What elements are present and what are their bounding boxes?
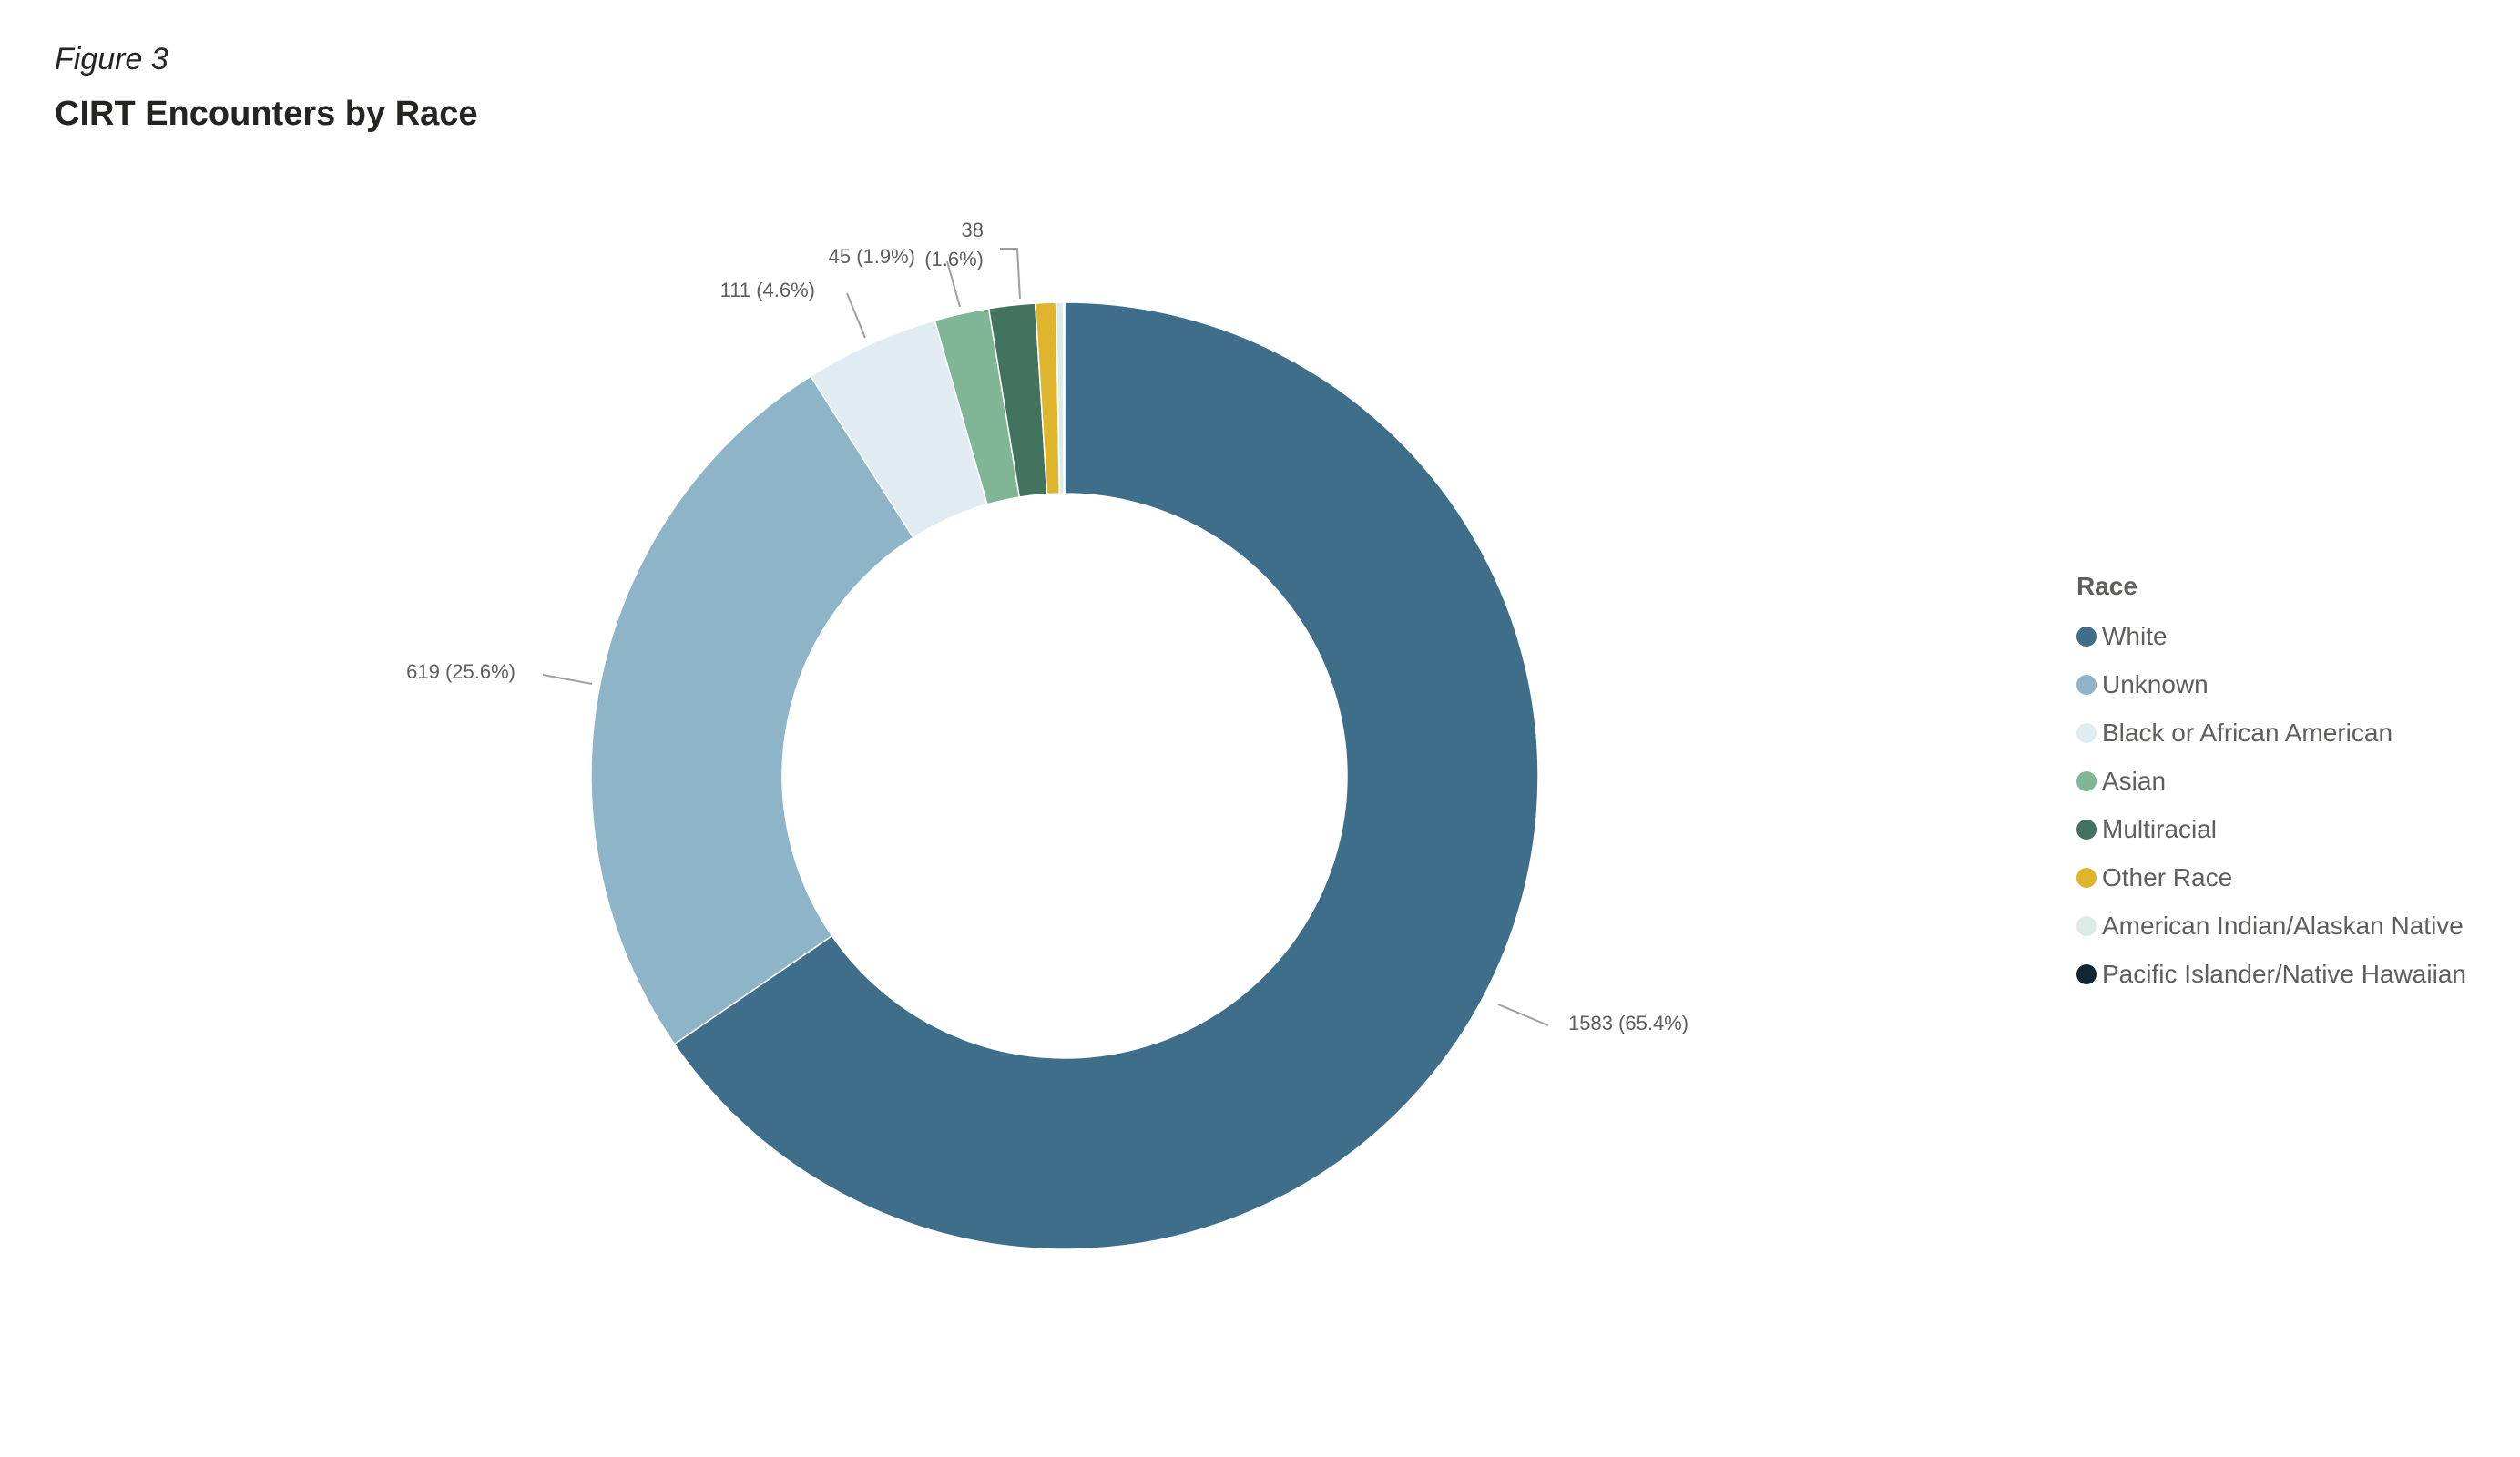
data-label-multiracial: 38 [962,219,984,241]
legend-swatch-icon [2076,770,2097,791]
slice-white[interactable] [673,301,1539,1250]
leader-multiracial [1000,248,1021,300]
legend-label: Unknown [2102,669,2209,698]
legend-item-black-or-african-american[interactable]: Black or African American [2076,708,2466,757]
legend-item-unknown[interactable]: Unknown [2076,660,2466,708]
figure-label: Figure 3 [55,42,168,76]
legend-swatch-icon [2076,915,2097,936]
data-label-multiracial-percent: (1.6%) [924,248,984,270]
legend-label: Other Race [2102,862,2233,892]
legend-item-multiracial[interactable]: Multiracial [2076,805,2466,853]
leader-black-or-african-american [846,292,866,339]
legend-item-pacific-islander-native-hawaiian[interactable]: Pacific Islander/Native Hawaiian [2076,950,2466,998]
legend-swatch-icon [2076,626,2097,647]
legend-item-white[interactable]: White [2076,612,2466,660]
legend-label: American Indian/Alaskan Native [2102,911,2464,940]
data-label-white: 1583 (65.4%) [1568,1012,1689,1034]
legend-items: White Unknown Black or African American Asi… [2076,612,2466,998]
legend-title: Race [2076,572,2137,600]
legend-label: Pacific Islander/Native Hawaiian [2102,959,2466,988]
legend-label: White [2102,621,2168,650]
legend-item-asian[interactable]: Asian [2076,757,2466,805]
legend: Race White Unknown Black or African Americ… [2076,572,2466,998]
legend-label: Asian [2102,766,2167,795]
leader-white [1497,1004,1549,1026]
data-label-unknown: 619 (25.6%) [406,660,515,683]
legend-swatch-icon [2076,867,2097,888]
data-label-black-or-african-american: 111 (4.6%) [720,279,815,301]
data-labels: 1583 (65.4%) 619 (25.6%) 111 (4.6%) 45 (1.9… [406,219,1689,1034]
data-label-asian: 45 (1.9%) [829,245,915,268]
data-label-leaders [542,248,1549,1026]
legend-swatch-icon [2076,674,2097,695]
donut-slices [590,301,1539,1250]
legend-item-other-race[interactable]: Other Race [2076,853,2466,902]
legend-item-american-indian-alaskan-native[interactable]: American Indian/Alaskan Native [2076,902,2466,950]
legend-swatch-icon [2076,722,2097,743]
slice-pacific-islander-native-hawaiian[interactable] [1062,301,1066,494]
legend-label: Multiracial [2102,814,2218,843]
leader-asian [946,260,961,308]
leader-unknown [542,674,593,685]
legend-swatch-icon [2076,819,2097,840]
legend-label: Black or African American [2102,718,2393,747]
chart-title: CIRT Encounters by Race [55,95,478,133]
legend-swatch-icon [2076,963,2097,984]
slice-unknown[interactable] [590,375,914,1045]
